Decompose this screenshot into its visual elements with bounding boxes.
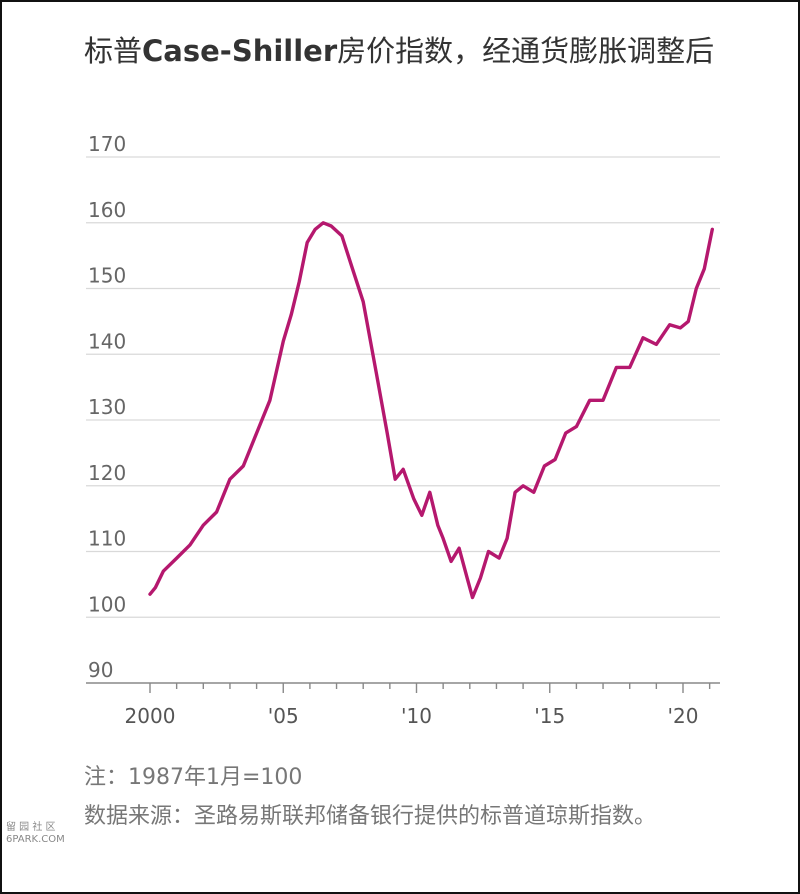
x-tick-2010: '10 xyxy=(401,704,432,728)
index-line xyxy=(148,221,714,600)
y-tick-140: 140 xyxy=(88,329,126,353)
y-tick-110: 110 xyxy=(88,527,126,551)
x-tick-2000: 2000 xyxy=(125,704,176,728)
x-tick-2015: '15 xyxy=(534,704,565,728)
chart-title: 标普Case-Shiller房价指数，经通货膨胀调整后 xyxy=(84,34,715,68)
x-tick-2005: '05 xyxy=(268,704,299,728)
x-axis xyxy=(86,682,720,693)
x-tick-2020: '20 xyxy=(668,704,699,728)
y-tick-170: 170 xyxy=(88,132,126,156)
watermark: 留 园 社 区 6PARK.COM xyxy=(6,822,65,846)
gridlines xyxy=(86,156,720,618)
y-tick-130: 130 xyxy=(88,395,126,419)
y-tick-150: 150 xyxy=(88,264,126,288)
y-tick-labels: 90 100 110 120 130 140 150 160 170 xyxy=(88,132,126,682)
x-tick-labels: 2000 '05 '10 '15 '20 xyxy=(125,704,699,728)
watermark-cn: 留 园 社 区 xyxy=(6,822,56,833)
y-tick-120: 120 xyxy=(88,461,126,485)
watermark-en: 6PARK.COM xyxy=(6,834,65,845)
y-tick-160: 160 xyxy=(88,198,126,222)
y-tick-90: 90 xyxy=(88,658,113,682)
chart-note: 注：1987年1月=100 xyxy=(84,765,303,790)
y-tick-100: 100 xyxy=(88,592,126,616)
title-bold-part: Case-Shiller xyxy=(142,34,338,68)
chart-source: 数据来源：圣路易斯联邦储备银行提供的标普道琼斯指数。 xyxy=(84,804,657,829)
